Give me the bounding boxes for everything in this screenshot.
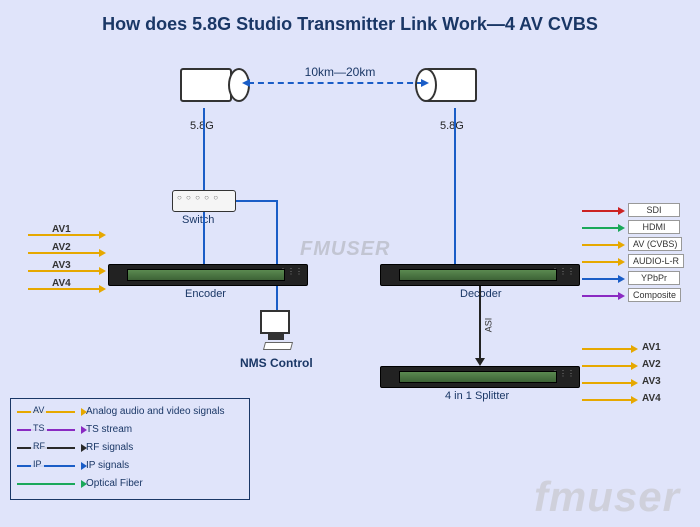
antenna-right [425, 66, 485, 106]
splitter-device [380, 366, 580, 388]
decoder-output-arrowhead [618, 207, 625, 215]
decoder-output-arrow [582, 244, 618, 246]
freq-label-left: 5.8G [190, 120, 214, 132]
decoder-output-label: SDI [628, 203, 680, 217]
legend-row: AV Analog audio and video signals [17, 404, 243, 419]
diagram-title: How does 5.8G Studio Transmitter Link Wo… [0, 14, 700, 35]
asi-label: ASI [483, 318, 493, 333]
legend-row: TS TS stream [17, 422, 243, 437]
ip-line-left [203, 108, 205, 190]
encoder-device [108, 264, 308, 286]
freq-label-right: 5.8G [440, 120, 464, 132]
nms-label: NMS Control [240, 356, 313, 370]
splitter-output-arrow [582, 382, 632, 384]
encoder-label: Encoder [185, 288, 226, 300]
decoder-output-arrow [582, 210, 618, 212]
range-label: 10km—20km [280, 65, 400, 79]
ip-line-switch-nms-v [276, 200, 278, 310]
brand-logo: fmuser [534, 473, 680, 521]
decoder-output-arrow [582, 261, 618, 263]
decoder-output-arrowhead [618, 275, 625, 283]
watermark-text: FMUSER [300, 238, 390, 261]
decoder-output-label: HDMI [628, 220, 680, 234]
switch-label: Switch [182, 214, 214, 226]
av-input-label: AV2 [52, 242, 71, 253]
av-input-label: AV3 [52, 260, 71, 271]
splitter-output-arrow [582, 348, 632, 350]
ip-line-switch-encoder [203, 212, 205, 264]
ip-line-switch-nms-h [236, 200, 276, 202]
splitter-output-label: AV4 [642, 393, 661, 404]
decoder-output-arrow [582, 295, 618, 297]
decoder-output-label: YPbPr [628, 271, 680, 285]
antenna-left [180, 66, 240, 106]
splitter-output-label: AV2 [642, 359, 661, 370]
av-input-label: AV1 [52, 224, 71, 235]
splitter-output-arrow [582, 399, 632, 401]
switch-device [172, 190, 236, 212]
decoder-output-arrowhead [618, 224, 625, 232]
decoder-output-arrow [582, 227, 618, 229]
legend-row: IP IP signals [17, 458, 243, 473]
splitter-output-arrow [582, 365, 632, 367]
decoder-output-arrow [582, 278, 618, 280]
decoder-output-label: AV (CVBS) [628, 237, 682, 251]
ip-line-right [454, 108, 456, 264]
decoder-device [380, 264, 580, 286]
asi-line [479, 286, 481, 362]
splitter-output-label: AV1 [642, 342, 661, 353]
splitter-label: 4 in 1 Splitter [445, 390, 509, 402]
asi-arrowhead [475, 358, 485, 366]
av-input-label: AV4 [52, 278, 71, 289]
wireless-link-arrow [248, 82, 423, 84]
legend-row: Optical Fiber [17, 476, 243, 491]
decoder-output-arrowhead [618, 241, 625, 249]
decoder-output-label: Composite [628, 288, 681, 302]
legend-row: RF RF signals [17, 440, 243, 455]
decoder-output-label: AUDIO-L-R [628, 254, 684, 268]
legend-box: AV Analog audio and video signals TS TS … [10, 398, 250, 500]
nms-computer-icon [260, 310, 292, 350]
decoder-output-arrowhead [618, 292, 625, 300]
decoder-output-arrowhead [618, 258, 625, 266]
splitter-output-label: AV3 [642, 376, 661, 387]
